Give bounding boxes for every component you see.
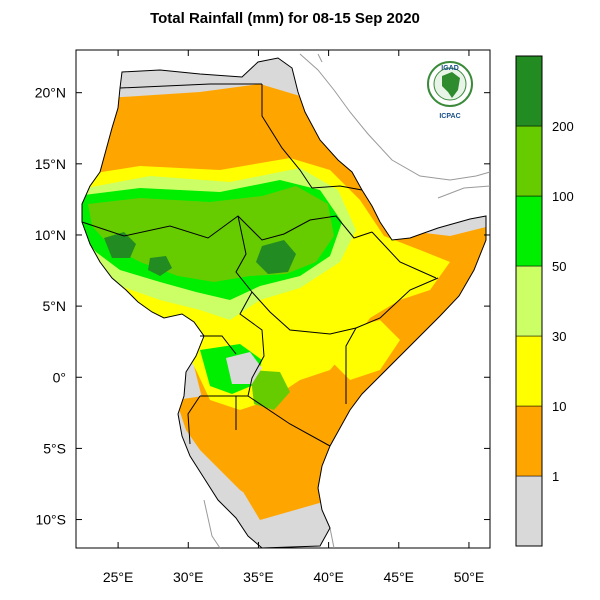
country-borders (81, 83, 439, 447)
x-tick-label: 45°E (384, 569, 415, 585)
x-tick-label: 25°E (103, 569, 134, 585)
legend-swatch (515, 335, 543, 407)
moderate-rain-patch-east (330, 320, 400, 380)
extreme-rain-patch-3 (148, 256, 172, 276)
y-tick-label: 15°N (35, 156, 66, 172)
legend-label: 10 (552, 399, 566, 414)
legend-label: 1 (552, 469, 559, 484)
y-tick-label: 5°N (43, 298, 67, 314)
y-tick-label: 10°S (35, 512, 66, 528)
legend-label: 30 (552, 329, 566, 344)
map-title: Total Rainfall (mm) for 08-15 Sep 2020 (150, 10, 420, 27)
legend-label: 200 (552, 119, 574, 134)
extreme-rain-patch-2 (104, 232, 136, 258)
color-legend: 1 10 30 50 100 200 (515, 55, 574, 547)
y-tick-label: 20°N (35, 85, 66, 101)
x-tick-label: 50°E (454, 569, 485, 585)
legend-swatch (515, 55, 543, 127)
region-outline (81, 57, 487, 549)
legend-label: 100 (552, 189, 574, 204)
context-lines (203, 53, 491, 549)
legend-swatch (515, 125, 543, 197)
legend-swatch (515, 265, 543, 337)
africa-icon (442, 72, 460, 98)
legend-outline (515, 55, 543, 547)
x-tick-label: 40°E (313, 569, 344, 585)
legend-swatch (515, 475, 543, 547)
logo-icpac-label: ICPAC (439, 113, 460, 120)
y-tick-label: 5°S (43, 440, 66, 456)
extreme-rain-patch-1 (256, 240, 296, 274)
legend-swatch (515, 195, 543, 267)
y-tick-label: 10°N (35, 227, 66, 243)
y-tick-label: 0° (53, 369, 66, 385)
very-heavy-rain-patch-south (250, 370, 290, 410)
x-tick-label: 35°E (243, 569, 274, 585)
legend-swatch (515, 405, 543, 477)
logo-igad-label: IGAD (441, 65, 459, 72)
light-rain-band-south (176, 392, 310, 510)
legend-label: 50 (552, 259, 566, 274)
x-tick-label: 30°E (173, 569, 204, 585)
icpac-logo: IGAD ICPAC (427, 61, 473, 120)
map-axes: 25°E 30°E 35°E 40°E 45°E 50°E 20°N 15°N 10°N 5°N 0… (35, 50, 490, 585)
